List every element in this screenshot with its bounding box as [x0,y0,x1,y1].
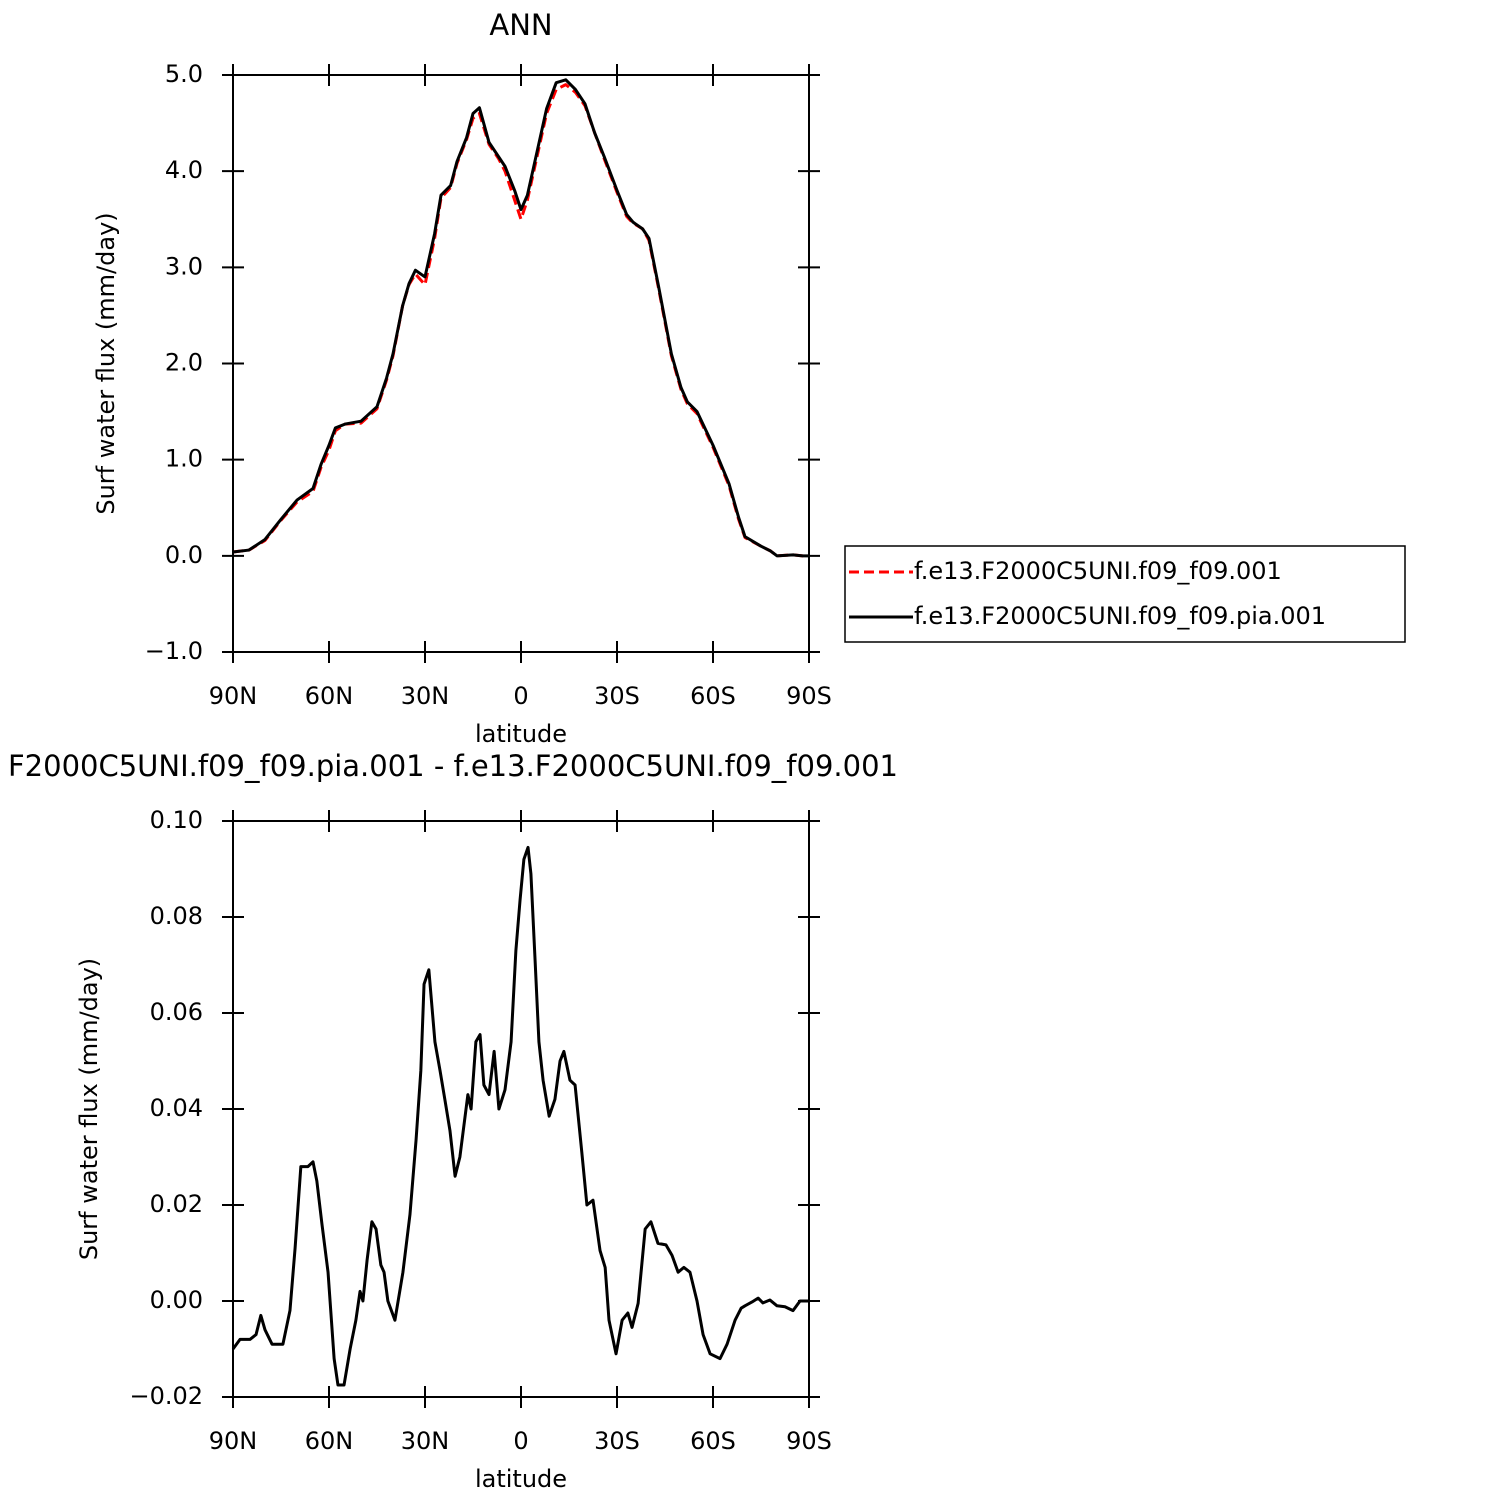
plot-frame [232,74,810,653]
data-line [232,78,809,558]
legend-label: f.e13.F2000C5UNI.f09_f09.pia.001 [914,602,1326,630]
y-tick-label: 0.0 [165,541,203,569]
y-axis-label: Surf water flux (mm/day) [92,212,120,514]
y-tick-label: 0.04 [150,1094,203,1122]
x-tick-label: 60S [690,682,736,710]
y-tick-label: 0.06 [150,998,203,1026]
x-tick-label: 30S [594,682,640,710]
y-tick-label: 1.0 [165,445,203,473]
y-tick-label: −0.02 [129,1382,203,1410]
x-tick-label: 30S [594,1427,640,1455]
y-tick-label: 4.0 [165,156,203,184]
legend-label: f.e13.F2000C5UNI.f09_f09.001 [914,557,1282,585]
y-tick-label: 0.08 [150,902,203,930]
x-tick-label: 60S [690,1427,736,1455]
y-tick-label: 5.0 [165,60,203,88]
x-axis-label: latitude [475,1465,567,1493]
y-tick-label: 3.0 [165,252,203,280]
chart-title: F2000C5UNI.f09_f09.pia.001 - f.e13.F2000… [8,749,898,783]
x-tick-label: 30N [401,1427,450,1455]
y-tick-label: 0.10 [150,806,203,834]
legend-box [844,545,1406,643]
plot-frame [232,820,810,1398]
chart-title: ANN [489,8,552,42]
y-axis-label: Surf water flux (mm/day) [75,958,103,1260]
y-tick-label: 0.02 [150,1190,203,1218]
x-tick-label: 90N [209,682,258,710]
x-tick-label: 90S [786,682,832,710]
data-line [232,83,809,558]
data-line [231,845,809,1387]
x-tick-label: 60N [305,682,354,710]
x-tick-label: 90N [209,1427,258,1455]
x-tick-label: 0 [513,682,528,710]
y-tick-label: 2.0 [165,349,203,377]
x-tick-label: 60N [305,1427,354,1455]
x-axis-label: latitude [475,720,567,748]
x-tick-label: 90S [786,1427,832,1455]
x-tick-label: 30N [401,682,450,710]
y-tick-label: −1.0 [145,637,203,665]
y-tick-label: 0.00 [150,1286,203,1314]
x-tick-label: 0 [513,1427,528,1455]
